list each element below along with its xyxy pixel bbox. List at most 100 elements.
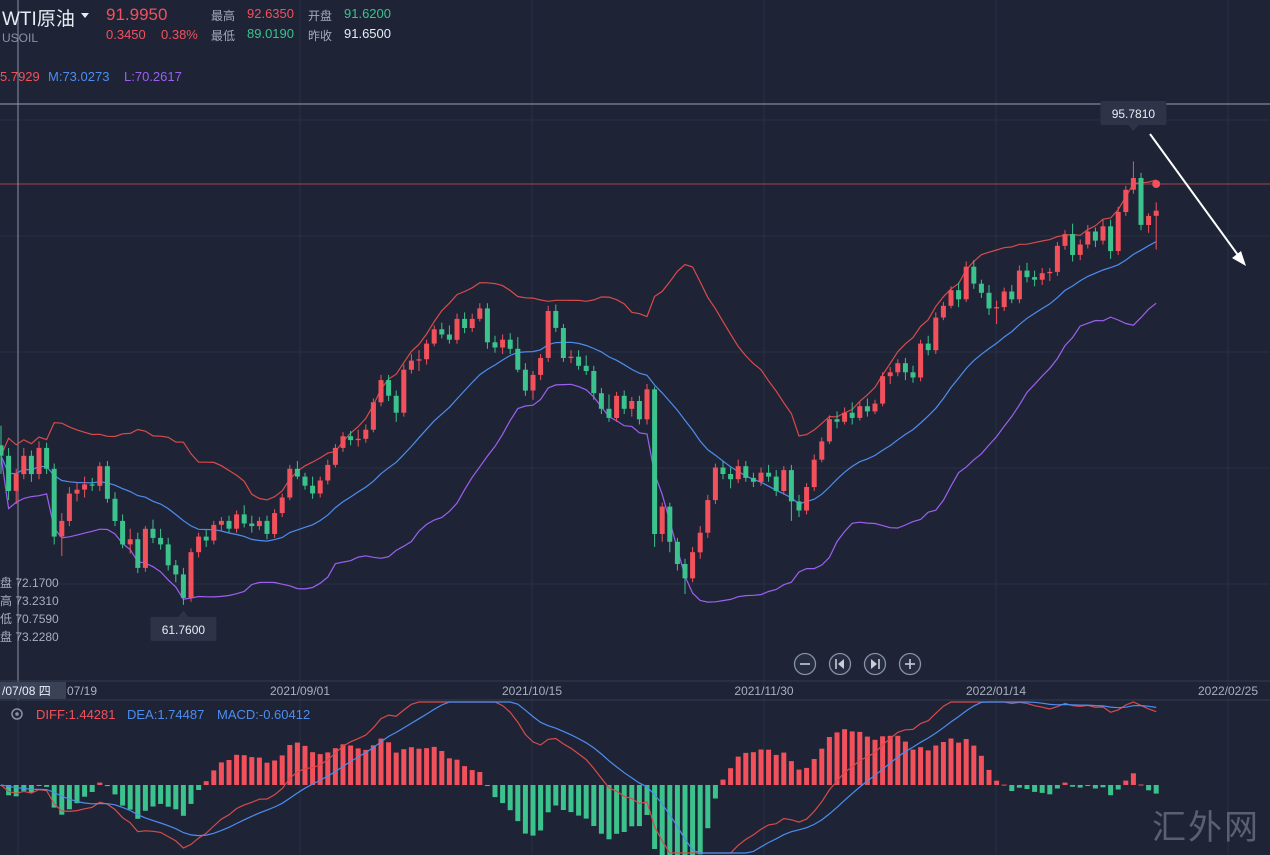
macd-histogram-bar [652,785,658,849]
x-tick-label: 2021/11/30 [734,684,793,698]
candle-body [348,436,354,441]
macd-histogram-bar [142,785,148,811]
macd-histogram-bar [408,747,414,785]
candle-body [758,472,764,482]
zoom-controls[interactable] [793,652,922,676]
macd-diff-legend: DIFF:1.44281 [36,707,116,722]
macd-histogram-bar [424,748,430,785]
macd-histogram-bar [887,735,893,785]
candle-body [864,406,870,412]
macd-histogram-bar [317,754,323,785]
skip-forward-icon[interactable] [863,652,887,676]
candle-body [644,389,650,420]
candle-body [1085,231,1091,245]
candle-body [507,339,513,349]
macd-histogram-bar [720,779,726,785]
trend-arrow-head [1232,251,1246,266]
macd-histogram-bar [1077,785,1083,788]
macd-histogram-bar [1039,785,1045,793]
candle-body [150,528,156,538]
zoom-in-icon[interactable] [898,652,922,676]
macd-histogram-bar [826,737,832,785]
min-price-label: 61.7600 [162,623,206,637]
candle-body [332,447,338,465]
macd-histogram-bar [477,772,483,785]
macd-histogram-bar [6,785,12,796]
candle-body [500,339,506,348]
candle-body [705,500,711,533]
candle-body [773,476,779,491]
macd-histogram-bar [462,766,468,785]
macd-histogram-bar [644,785,650,815]
macd-histogram-bar [302,745,308,785]
macd-histogram-bar [1108,785,1114,796]
settings-icon[interactable] [11,708,23,720]
bollinger-upper-legend: 5.7929 [0,69,40,84]
candle-body [629,401,635,409]
candle-body [887,372,893,377]
macd-histogram-bar [484,785,490,786]
macd-histogram-bar [895,735,901,785]
macd-value-legend: MACD:-0.60412 [217,707,311,722]
macd-histogram-bar [1009,785,1015,791]
candle-body [492,342,498,348]
candle-body [576,356,582,366]
candle-body [142,528,148,568]
macd-histogram-bar [804,767,810,785]
candle-body [477,308,483,319]
prev-close-value: 91.6500 [344,26,391,41]
macd-histogram-bar [13,785,19,797]
macd-histogram-bar [226,760,232,785]
macd-histogram-bar [393,752,399,785]
macd-dea-line [0,701,1157,854]
chevron-down-icon[interactable] [81,13,89,18]
candle-body [667,506,673,542]
candle-body [1092,231,1098,241]
x-tick-label: 2021/09/01 [270,684,330,698]
max-price-label-pointer [1128,125,1139,131]
candle-body [484,308,490,343]
macd-histogram-bar [583,785,589,819]
candle-body [317,480,323,494]
macd-histogram-bar [66,785,72,810]
symbol-name[interactable]: WTI原油 [2,9,75,30]
max-price-label-box [1100,101,1167,125]
candle-body [545,311,551,358]
bollinger-lower-line [0,302,1157,603]
macd-histogram-bar [1146,785,1152,791]
candle-body [659,506,665,534]
macd-histogram-bar [515,785,521,822]
candle-body [218,520,224,525]
macd-histogram-bar [948,738,954,785]
candle-body [264,520,270,534]
high-value: 92.6350 [247,6,294,21]
macd-histogram-bar [469,770,475,785]
candle-body [180,574,186,598]
macd-histogram-bar [1024,785,1030,789]
macd-histogram-bar [568,785,574,813]
candle-body [591,371,597,394]
macd-histogram-bar [788,761,794,785]
macd-histogram-bar [918,747,924,785]
macd-histogram-bar [842,729,848,785]
x-axis: /07/08 四 07/19 2021/09/01 2021/10/15 2021/11… [0,682,1258,699]
candle-body [439,329,445,335]
candle-body [538,358,544,375]
candle-body [66,493,72,521]
macd-histogram-bar [97,782,103,785]
back-triangle [838,659,844,669]
bollinger-bands [0,179,1157,603]
macd-histogram-bar [986,769,992,785]
macd-histogram-bar [89,785,95,792]
macd-histogram-bar [165,785,171,807]
candle-body [1016,270,1022,300]
zoom-out-icon[interactable] [793,652,817,676]
skip-back-icon[interactable] [828,652,852,676]
macd-histogram-bar [910,749,916,785]
candle-body [766,472,772,477]
macd-histogram-bar [728,768,734,785]
candle-body [36,447,42,474]
macd-histogram-bar [1153,785,1159,794]
candle-body [196,536,202,553]
